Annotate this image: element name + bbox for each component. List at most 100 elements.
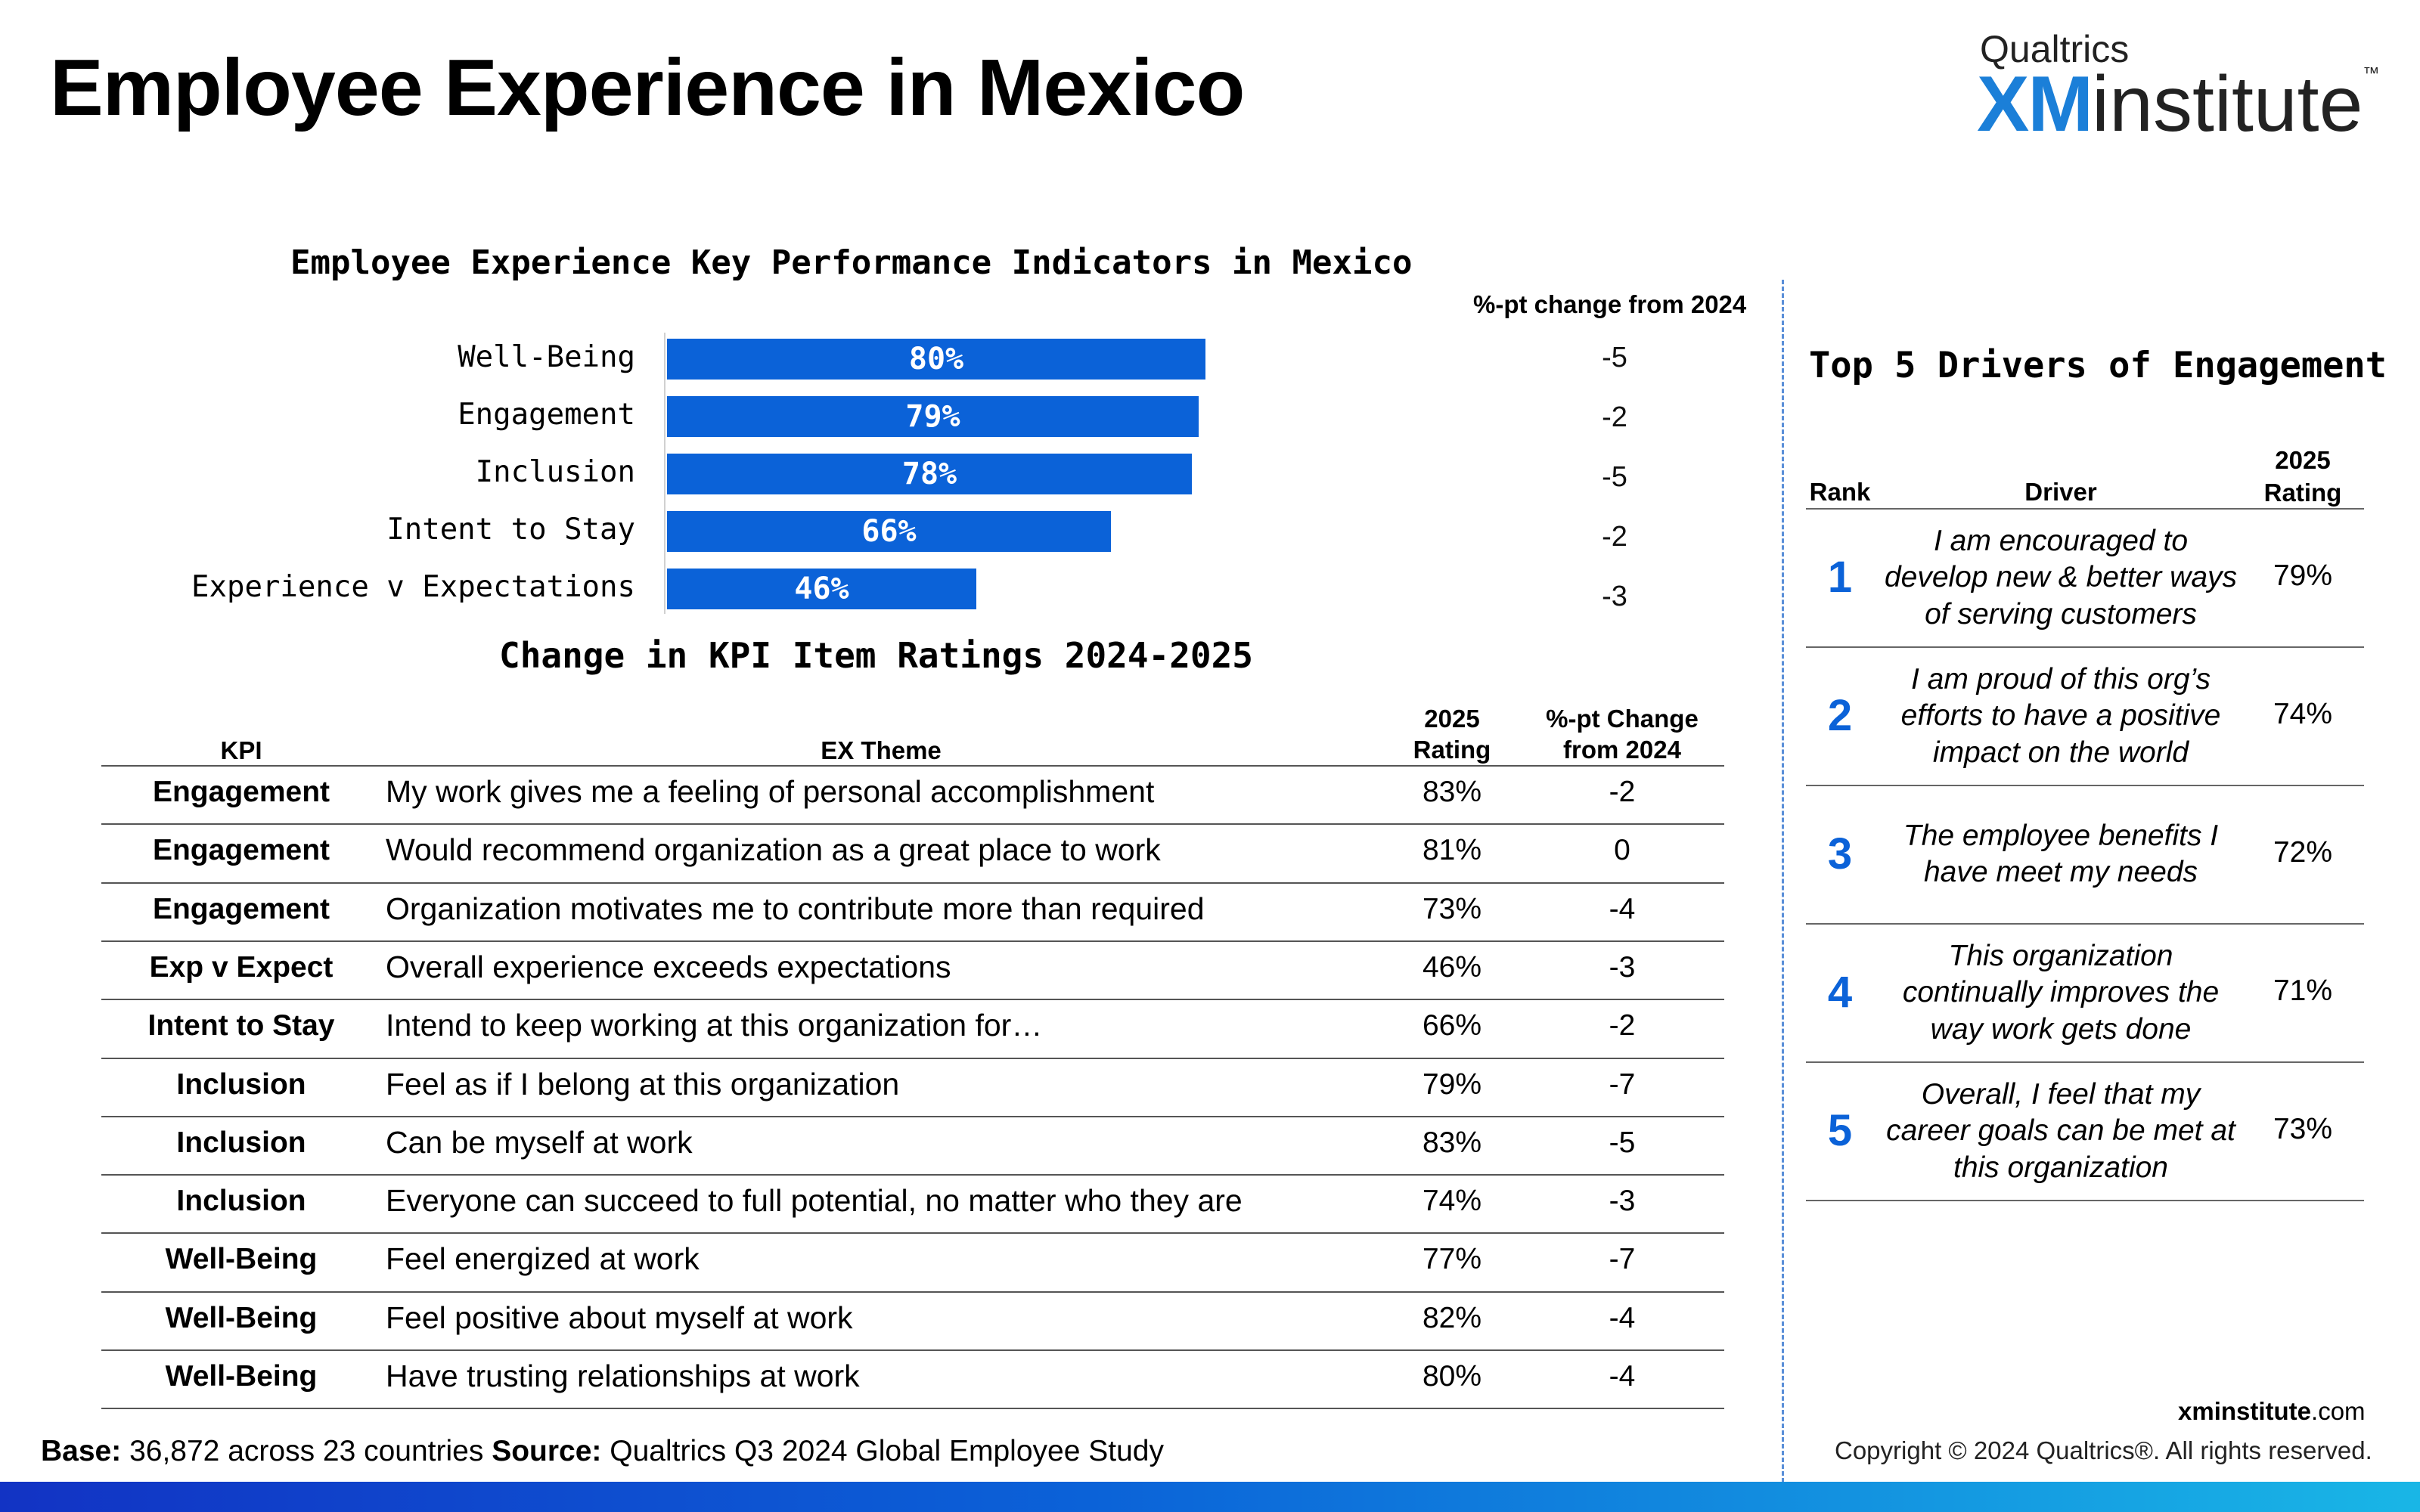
- table-cell-rating: 83%: [1422, 1126, 1482, 1159]
- table-cell-rating: 80%: [1422, 1360, 1482, 1393]
- table-cell-change: 0: [1614, 834, 1630, 866]
- table-cell-rating: 82%: [1422, 1302, 1482, 1334]
- table-row-line: [101, 1349, 1724, 1351]
- table-cell-kpi: Inclusion: [176, 1126, 306, 1159]
- table-cell-kpi: Exp v Expect: [149, 951, 334, 984]
- header-rating-line2: Rating: [1413, 736, 1491, 764]
- driver-text-line: I am encouraged to: [1933, 525, 2189, 557]
- drivers-header-driver: Driver: [2024, 478, 2097, 506]
- table-row-line: [101, 1291, 1724, 1293]
- footer-base-value: 36,872 across 23 countries: [129, 1435, 484, 1467]
- bar: 66%: [667, 511, 1111, 552]
- logo-institute: institute: [2092, 60, 2363, 148]
- table-row-line: [101, 1058, 1724, 1059]
- chart-axis: [664, 333, 666, 614]
- driver-rank: 4: [1827, 968, 1853, 1017]
- bar-change-value: -5: [1602, 461, 1627, 493]
- drivers-row-line: [1806, 785, 2364, 786]
- bar-change-value: -2: [1602, 521, 1627, 553]
- table-row-line: [101, 882, 1724, 884]
- bar: 80%: [667, 339, 1205, 380]
- logo-tm: ™: [2363, 64, 2380, 82]
- driver-text-line: The employee benefits I: [1903, 820, 2219, 852]
- header-rating: 2025 Rating: [1376, 703, 1528, 766]
- table-cell-kpi: Intent to Stay: [147, 1009, 335, 1042]
- driver-text-line: Overall, I feel that my: [1921, 1078, 2201, 1111]
- driver-text-line: impact on the world: [1932, 736, 2189, 769]
- footer-site-bold: xminstitute: [2178, 1397, 2312, 1425]
- driver-rank: 5: [1827, 1106, 1853, 1155]
- header-change-line2: from 2024: [1563, 736, 1681, 764]
- header-theme: EX Theme: [821, 736, 942, 764]
- bar-label: Intent to Stay: [386, 513, 635, 547]
- table-cell-rating: 73%: [1422, 893, 1482, 925]
- driver-text-line: have meet my needs: [1923, 856, 2198, 889]
- bar: 78%: [667, 454, 1192, 494]
- table-cell-theme: Have trusting relationships at work: [386, 1359, 860, 1393]
- driver-rating: 74%: [2273, 698, 2333, 730]
- table-cell-change: -2: [1609, 1009, 1636, 1042]
- table-cell-theme: Would recommend organization as a great …: [386, 832, 1161, 867]
- driver-rating: 71%: [2273, 974, 2333, 1007]
- table-row-line: [101, 999, 1724, 1000]
- driver-text: The employee benefits I have meet my need…: [1876, 818, 2246, 891]
- table-cell-change: -5: [1609, 1126, 1636, 1159]
- bar-label: Engagement: [458, 398, 635, 432]
- footer-base-source: Base: 36,872 across 23 countries Source:…: [41, 1435, 1164, 1468]
- bar: 79%: [667, 396, 1199, 437]
- table-cell-kpi: Engagement: [152, 776, 330, 808]
- table-cell-rating: 83%: [1422, 776, 1482, 808]
- table-cell-change: -4: [1609, 1302, 1636, 1334]
- bar-change-value: -5: [1602, 342, 1627, 373]
- table-row-line: [101, 940, 1724, 942]
- driver-rating: 79%: [2273, 559, 2333, 592]
- drivers-header-rating: 2025 Rating: [2254, 445, 2352, 510]
- logo: XMinstitute™: [1977, 65, 2379, 144]
- table-header-line: [101, 765, 1724, 767]
- header-change-line1: %-pt Change: [1546, 705, 1699, 733]
- table-row-line: [101, 823, 1724, 825]
- table-row-line: [101, 1232, 1724, 1234]
- table-cell-theme: Feel energized at work: [386, 1241, 700, 1276]
- bar-label: Well-Being: [458, 340, 635, 374]
- bar-value-label: 80%: [908, 342, 964, 376]
- bar-value-label: 79%: [905, 399, 960, 434]
- section-divider: [1782, 280, 1784, 1489]
- table-cell-theme: Feel positive about myself at work: [386, 1300, 853, 1335]
- driver-text-line: continually improves the: [1902, 976, 2220, 1009]
- footer-source-label: Source:: [492, 1435, 602, 1467]
- bar-change-value: -2: [1602, 401, 1627, 433]
- table-cell-change: -7: [1609, 1243, 1636, 1275]
- driver-rating: 72%: [2273, 836, 2333, 869]
- table-cell-change: -2: [1609, 776, 1636, 808]
- table-cell-theme: Organization motivates me to contribute …: [386, 891, 1205, 926]
- table-cell-kpi: Inclusion: [176, 1185, 306, 1217]
- bar-value-label: 66%: [861, 514, 917, 549]
- table-cell-kpi: Engagement: [152, 893, 330, 925]
- kpi-table-title: Change in KPI Item Ratings 2024-2025: [499, 635, 1253, 676]
- table-cell-theme: My work gives me a feeling of personal a…: [386, 774, 1155, 809]
- footer-source-value: Qualtrics Q3 2024 Global Employee Study: [610, 1435, 1164, 1467]
- table-row-line: [101, 1408, 1724, 1409]
- header-kpi: KPI: [220, 736, 262, 764]
- table-row-line: [101, 1174, 1724, 1176]
- table-cell-rating: 66%: [1422, 1009, 1482, 1042]
- logo-xm: XM: [1977, 60, 2093, 148]
- drivers-title: Top 5 Drivers of Engagement: [1809, 345, 2387, 386]
- driver-text: This organization continually improves th…: [1876, 938, 2246, 1048]
- driver-text-line: develop new & better ways: [1884, 561, 2238, 594]
- driver-text-line: this organization: [1953, 1151, 2168, 1184]
- footer-copyright: Copyright © 2024 Qualtrics®. All rights …: [1835, 1436, 2372, 1464]
- drivers-header-rating-line1: 2025: [2275, 446, 2331, 474]
- table-cell-kpi: Well-Being: [165, 1360, 318, 1393]
- bar-value-label: 78%: [901, 457, 957, 491]
- driver-text-line: of serving customers: [1925, 597, 2197, 631]
- driver-text-line: career goals can be met at: [1886, 1114, 2235, 1148]
- table-cell-kpi: Well-Being: [165, 1302, 318, 1334]
- driver-rating: 73%: [2273, 1113, 2333, 1145]
- page-title: Employee Experience in Mexico: [50, 43, 1245, 132]
- table-cell-rating: 79%: [1422, 1068, 1482, 1101]
- table-cell-kpi: Engagement: [152, 834, 330, 866]
- table-cell-kpi: Inclusion: [176, 1068, 306, 1101]
- drivers-row-line: [1806, 646, 2364, 648]
